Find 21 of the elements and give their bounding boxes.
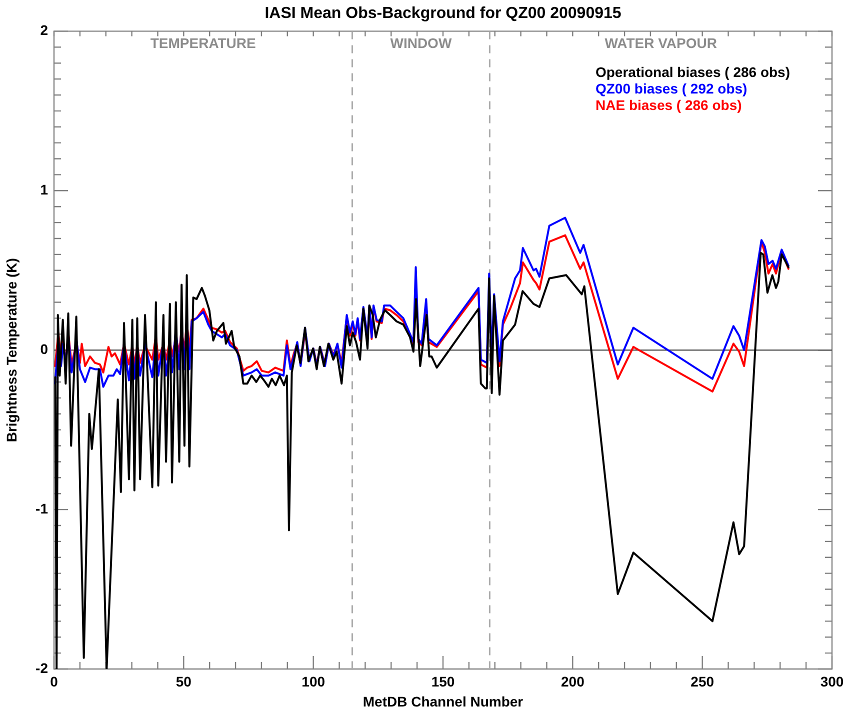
x-tick-label: 150 <box>431 673 455 690</box>
y-tick-label: 2 <box>40 22 48 38</box>
annotation: TEMPERATURE <box>150 35 256 52</box>
y-tick-label: -1 <box>36 500 48 516</box>
y-tick-label: -2 <box>36 660 48 676</box>
text: NAE biases ( 286 obs) <box>595 97 742 114</box>
annotation: WINDOW <box>390 35 452 52</box>
chart-title: IASI Mean Obs-Background for QZ00 20090915 <box>264 5 622 22</box>
x-axis-title: MetDB Channel Number <box>362 693 524 710</box>
x-tick-label: 300 <box>820 673 844 690</box>
x-tick-label: 50 <box>176 673 192 690</box>
x-tick-label: 100 <box>302 673 326 690</box>
x-tick-label: 0 <box>50 673 58 690</box>
y-tick-label: 0 <box>40 340 48 357</box>
x-tick-label: 250 <box>690 673 714 690</box>
text: Operational biases ( 286 obs) <box>595 64 790 80</box>
annotation: WATER VAPOUR <box>604 35 717 52</box>
x-tick-label: 200 <box>560 673 585 690</box>
text: QZ00 biases ( 292 obs) <box>595 80 748 97</box>
y-axis-title: Brightness Temperature (K) <box>3 258 20 442</box>
y-tick-label: 1 <box>40 182 48 198</box>
